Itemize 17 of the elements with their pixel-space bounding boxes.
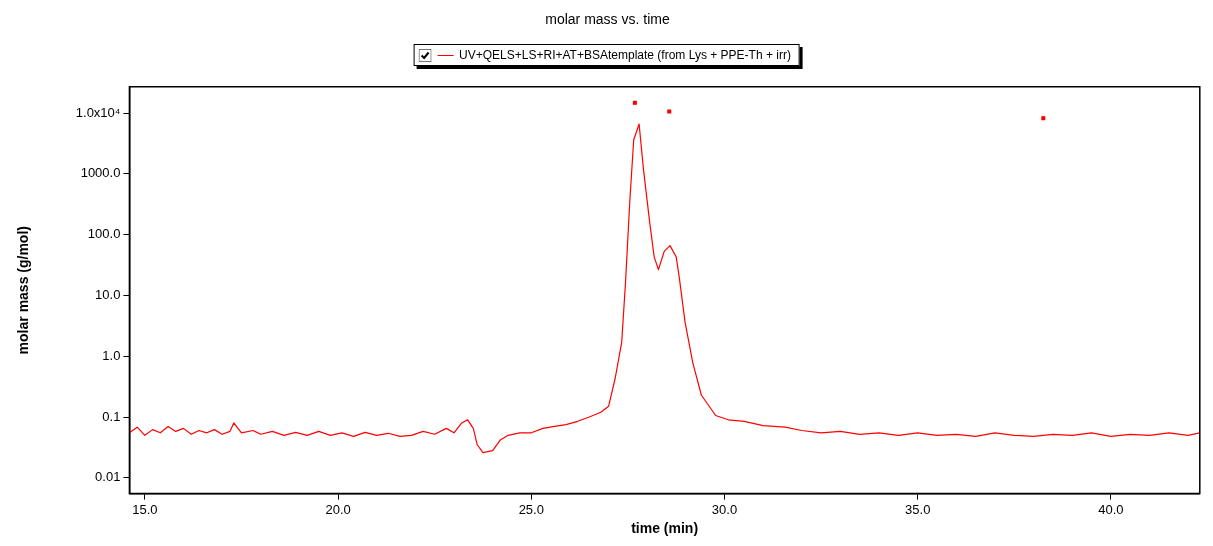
x-tick-label: 25.0 [518,501,544,517]
y-tick-label: 1000.0 [80,165,121,181]
x-axis-title: time (min) [631,520,699,537]
y-axis-title: molar mass (g/mol) [15,226,32,355]
x-tick-label: 15.0 [132,501,158,517]
y-tick-label: 0.01 [95,469,121,485]
y-tick-label: 0.1 [102,408,121,424]
y-tick-label: 1.0 [102,347,121,363]
legend-label: UV+QELS+LS+RI+AT+BSAtemplate (from Lys + PPE-Th + irr) [459,48,791,62]
x-tick-label: 30.0 [711,501,738,517]
x-tick-label: 20.0 [325,501,351,517]
x-tick-label: 35.0 [905,501,931,517]
chart-title: molar mass vs. time [545,11,670,28]
x-tick-label: 40.0 [1098,501,1124,517]
y-tick-label: 1.0x10⁴ [75,104,121,120]
y-tick-label: 10.0 [95,287,121,302]
y-tick-label: 100.0 [87,226,121,242]
